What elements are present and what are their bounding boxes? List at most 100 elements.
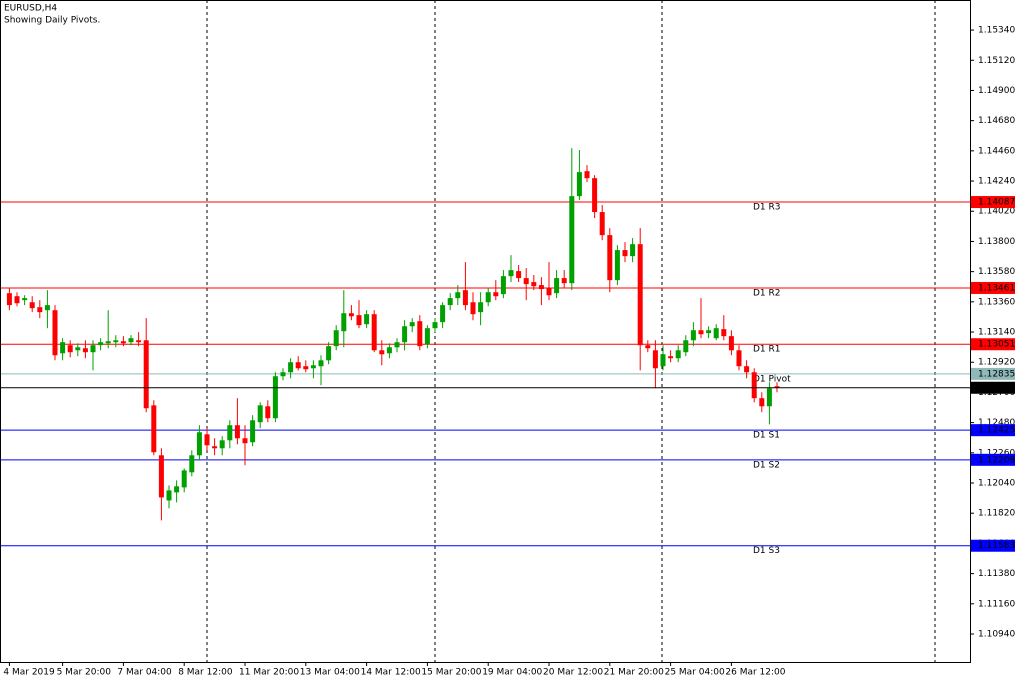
- y-tick-label: 1.14680: [978, 116, 1015, 126]
- candle-body: [478, 302, 484, 313]
- pivot-price-label: 1.13051: [978, 340, 1015, 350]
- y-tick-label: 1.11820: [978, 509, 1015, 519]
- y-tick-label: 1.11160: [978, 599, 1015, 609]
- candle-body: [158, 455, 164, 498]
- candle-body: [364, 314, 370, 325]
- candle-body: [706, 330, 712, 334]
- chart-title: EURUSD,H4: [4, 4, 57, 14]
- candle-body: [44, 305, 50, 311]
- x-tick-label: 15 Mar 20:00: [421, 668, 481, 678]
- y-tick-label: 1.12480: [978, 418, 1015, 428]
- candle-body: [227, 425, 233, 441]
- candle-body: [728, 336, 734, 351]
- candle-body: [348, 313, 354, 317]
- plot-frame: [0, 0, 971, 663]
- candle-body: [174, 486, 180, 493]
- candle-body: [37, 307, 43, 313]
- candle-body: [82, 348, 88, 353]
- candle-body: [523, 278, 529, 285]
- y-tick-label: 1.14460: [978, 146, 1015, 156]
- candle-body: [189, 455, 195, 473]
- current-price-label: 1.12734: [978, 383, 1015, 393]
- pivot-price-box: [971, 367, 1015, 380]
- candle-body: [660, 354, 666, 367]
- candle-body: [599, 212, 605, 236]
- pivot-price-box: [971, 453, 1015, 466]
- candle-body: [751, 372, 757, 399]
- chart-subtitle: Showing Daily Pivots.: [4, 16, 100, 26]
- pivot-name: D1 R2: [753, 288, 781, 298]
- pivot-price-box: [971, 281, 1015, 294]
- candle-body: [652, 350, 658, 369]
- pivot-price-label: 1.11583: [978, 541, 1015, 551]
- candle-body: [90, 345, 96, 353]
- candle-body: [212, 446, 218, 449]
- x-tick-label: 13 Mar 04:00: [300, 668, 360, 678]
- candle-body: [500, 276, 506, 295]
- x-tick-label: 19 Mar 04:00: [482, 668, 542, 678]
- candle-body: [569, 196, 575, 284]
- x-tick-label: 4 Mar 2019: [3, 668, 55, 678]
- candle-body: [622, 250, 628, 257]
- candle-body: [698, 330, 704, 335]
- candle-body: [234, 425, 240, 439]
- y-tick-label: 1.13360: [978, 297, 1015, 307]
- candle-body: [371, 314, 377, 351]
- candle-body: [683, 340, 689, 353]
- candle-body: [614, 250, 620, 281]
- candle-body: [417, 321, 423, 347]
- candle-body: [546, 288, 552, 296]
- x-tick-label: 8 Mar 12:00: [178, 668, 233, 678]
- x-tick-label: 11 Mar 20:00: [239, 668, 299, 678]
- candle-body: [554, 278, 560, 294]
- candle-body: [675, 350, 681, 359]
- candle-body: [409, 322, 415, 327]
- x-tick-label: 7 Mar 04:00: [117, 668, 172, 678]
- y-tick-label: 1.13800: [978, 237, 1015, 247]
- candle-body: [120, 341, 126, 344]
- y-tick-label: 1.12920: [978, 358, 1015, 368]
- y-tick-label: 1.12040: [978, 479, 1015, 489]
- candle-body: [151, 405, 157, 453]
- pivot-price-label: 1.12209: [978, 455, 1015, 465]
- candle-body: [128, 338, 134, 343]
- candle-body: [386, 347, 392, 354]
- pivot-name: D1 R3: [753, 203, 781, 213]
- candle-body: [136, 340, 142, 343]
- candle-body: [333, 330, 339, 347]
- y-tick-label: 1.15120: [978, 56, 1015, 66]
- candle-body: [60, 342, 66, 354]
- candle-body: [295, 362, 301, 369]
- x-tick-label: 14 Mar 12:00: [361, 668, 421, 678]
- candle-body: [113, 340, 119, 343]
- candle-body: [668, 356, 674, 359]
- candle-body: [759, 398, 765, 407]
- candle-body: [455, 292, 461, 299]
- candle-body: [326, 346, 332, 361]
- candle-body: [242, 438, 248, 444]
- candle-body: [219, 440, 225, 449]
- candle-body: [637, 244, 643, 346]
- candle-body: [257, 405, 263, 423]
- pivot-price-label: 1.14087: [978, 198, 1015, 208]
- candle-body: [424, 328, 430, 345]
- candle-body: [690, 330, 696, 341]
- pivot-price-box: [971, 424, 1015, 437]
- candle-body: [607, 235, 613, 281]
- candle-body: [265, 406, 271, 419]
- y-tick-label: 1.13580: [978, 267, 1015, 277]
- pivot-name: D1 S2: [753, 460, 780, 470]
- candle-body: [576, 172, 582, 197]
- candle-body: [75, 347, 81, 351]
- candle-body: [98, 342, 104, 346]
- pivot-price-label: 1.12835: [978, 369, 1015, 379]
- candle-body: [766, 388, 772, 407]
- candle-body: [196, 432, 202, 456]
- pivot-name: D1 S3: [753, 546, 780, 556]
- y-tick-label: 1.15340: [978, 26, 1015, 36]
- candle-body: [713, 328, 719, 339]
- candle-body: [250, 420, 256, 443]
